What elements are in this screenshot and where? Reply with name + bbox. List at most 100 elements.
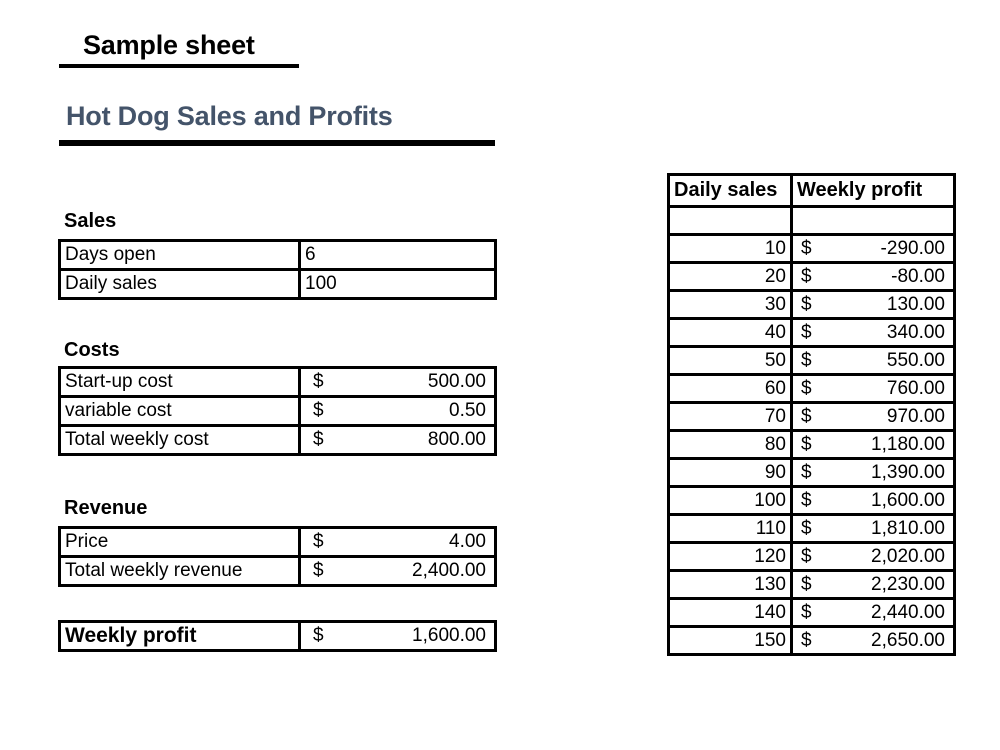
revenue-table: Price $ 4.00 Total weekly revenue $ 2,40…	[58, 526, 497, 587]
amount: 500.00	[427, 371, 486, 392]
amount: 340.00	[886, 321, 945, 343]
daily-sales-cell[interactable]: 60	[667, 373, 793, 404]
table-row: 150 $2,650.00	[667, 625, 956, 656]
currency-symbol: $	[801, 349, 812, 371]
days-open-label: Days open	[58, 239, 301, 271]
blank-row	[667, 205, 956, 236]
table-row: Total weekly revenue $ 2,400.00	[58, 555, 497, 587]
daily-sales-cell[interactable]: 140	[667, 597, 793, 628]
daily-sales-cell[interactable]: 50	[667, 345, 793, 376]
weekly-profit-cell[interactable]: $970.00	[790, 401, 956, 432]
table-row: 100 $1,600.00	[667, 485, 956, 516]
startup-cost-value[interactable]: $ 500.00	[298, 366, 497, 398]
table-row: 120 $2,020.00	[667, 541, 956, 572]
currency-symbol: $	[801, 265, 812, 287]
profit-projection-table: Daily sales Weekly profit 10 $ -290.00 20 $ -…	[667, 173, 956, 656]
amount: 2,400.00	[412, 560, 486, 581]
table-row: Weekly profit $ 1,600.00	[58, 620, 497, 652]
costs-heading: Costs	[64, 339, 120, 361]
table-row: 30 $130.00	[667, 289, 956, 320]
sales-table: Days open 6 Daily sales 100	[58, 239, 497, 300]
sheet-title: Sample sheet	[83, 30, 255, 60]
daily-sales-cell[interactable]: 120	[667, 541, 793, 572]
amount: 130.00	[886, 293, 945, 315]
daily-sales-cell[interactable]: 100	[667, 485, 793, 516]
amount: -80.00	[891, 265, 945, 287]
weekly-profit-cell[interactable]: $ -290.00	[790, 233, 956, 264]
costs-table: Start-up cost $ 500.00 variable cost $ 0…	[58, 366, 497, 456]
header-row: Daily sales Weekly profit	[667, 173, 956, 208]
daily-sales-cell[interactable]: 150	[667, 625, 793, 656]
weekly-profit-cell[interactable]: $760.00	[790, 373, 956, 404]
currency-symbol: $	[801, 601, 812, 623]
amount: 970.00	[886, 405, 945, 427]
currency-symbol: $	[313, 531, 324, 552]
column-header-weekly-profit: Weekly profit	[790, 173, 956, 208]
daily-sales-cell[interactable]: 10	[667, 233, 793, 264]
amount: 1,600.00	[871, 489, 945, 511]
amount: 2,440.00	[871, 601, 945, 623]
amount: 800.00	[427, 429, 486, 450]
table-row: 60 $760.00	[667, 373, 956, 404]
variable-cost-value[interactable]: $ 0.50	[298, 395, 497, 427]
currency-symbol: $	[313, 371, 324, 392]
table-row: 110 $1,810.00	[667, 513, 956, 544]
table-row: variable cost $ 0.50	[58, 395, 497, 427]
weekly-profit-cell[interactable]: $2,020.00	[790, 541, 956, 572]
daily-sales-label: Daily sales	[58, 268, 301, 300]
weekly-profit-cell[interactable]: $550.00	[790, 345, 956, 376]
table-row: 10 $ -290.00	[667, 233, 956, 264]
amount: 550.00	[886, 349, 945, 371]
currency-symbol: $	[801, 517, 812, 539]
weekly-profit-cell[interactable]: $1,390.00	[790, 457, 956, 488]
blank-cell[interactable]	[790, 205, 956, 236]
amount: 0.50	[449, 400, 486, 421]
table-row: Total weekly cost $ 800.00	[58, 424, 497, 456]
total-weekly-cost-value[interactable]: $ 800.00	[298, 424, 497, 456]
weekly-profit-cell[interactable]: $1,180.00	[790, 429, 956, 460]
weekly-profit-cell[interactable]: $1,810.00	[790, 513, 956, 544]
daily-sales-value[interactable]: 100	[298, 268, 497, 300]
weekly-profit-cell[interactable]: $340.00	[790, 317, 956, 348]
currency-symbol: $	[801, 321, 812, 343]
weekly-profit-cell[interactable]: $130.00	[790, 289, 956, 320]
total-weekly-revenue-value[interactable]: $ 2,400.00	[298, 555, 497, 587]
weekly-profit-label: Weekly profit	[58, 620, 301, 652]
weekly-profit-cell[interactable]: $1,600.00	[790, 485, 956, 516]
daily-sales-cell[interactable]: 110	[667, 513, 793, 544]
variable-cost-label: variable cost	[58, 395, 301, 427]
weekly-profit-cell[interactable]: $2,650.00	[790, 625, 956, 656]
table-row: 140 $2,440.00	[667, 597, 956, 628]
weekly-profit-cell[interactable]: $2,230.00	[790, 569, 956, 600]
daily-sales-cell[interactable]: 70	[667, 401, 793, 432]
amount: 2,020.00	[871, 545, 945, 567]
currency-symbol: $	[801, 629, 812, 651]
daily-sales-cell[interactable]: 80	[667, 429, 793, 460]
price-label: Price	[58, 526, 301, 558]
currency-symbol: $	[801, 237, 812, 259]
currency-symbol: $	[801, 433, 812, 455]
daily-sales-cell[interactable]: 30	[667, 289, 793, 320]
currency-symbol: $	[313, 625, 324, 646]
blank-cell[interactable]	[667, 205, 793, 236]
days-open-value[interactable]: 6	[298, 239, 497, 271]
amount: 1,600.00	[412, 625, 486, 646]
currency-symbol: $	[801, 573, 812, 595]
weekly-profit-value[interactable]: $ 1,600.00	[298, 620, 497, 652]
weekly-profit-table: Weekly profit $ 1,600.00	[58, 620, 497, 652]
daily-sales-cell[interactable]: 20	[667, 261, 793, 292]
amount: 760.00	[886, 377, 945, 399]
amount: 1,180.00	[871, 433, 945, 455]
table-row: 40 $340.00	[667, 317, 956, 348]
currency-symbol: $	[801, 293, 812, 315]
price-value[interactable]: $ 4.00	[298, 526, 497, 558]
weekly-profit-cell[interactable]: $2,440.00	[790, 597, 956, 628]
table-row: Start-up cost $ 500.00	[58, 366, 497, 398]
table-row: 90 $1,390.00	[667, 457, 956, 488]
currency-symbol: $	[801, 461, 812, 483]
daily-sales-cell[interactable]: 130	[667, 569, 793, 600]
revenue-heading: Revenue	[64, 497, 148, 519]
daily-sales-cell[interactable]: 40	[667, 317, 793, 348]
daily-sales-cell[interactable]: 90	[667, 457, 793, 488]
weekly-profit-cell[interactable]: $ -80.00	[790, 261, 956, 292]
